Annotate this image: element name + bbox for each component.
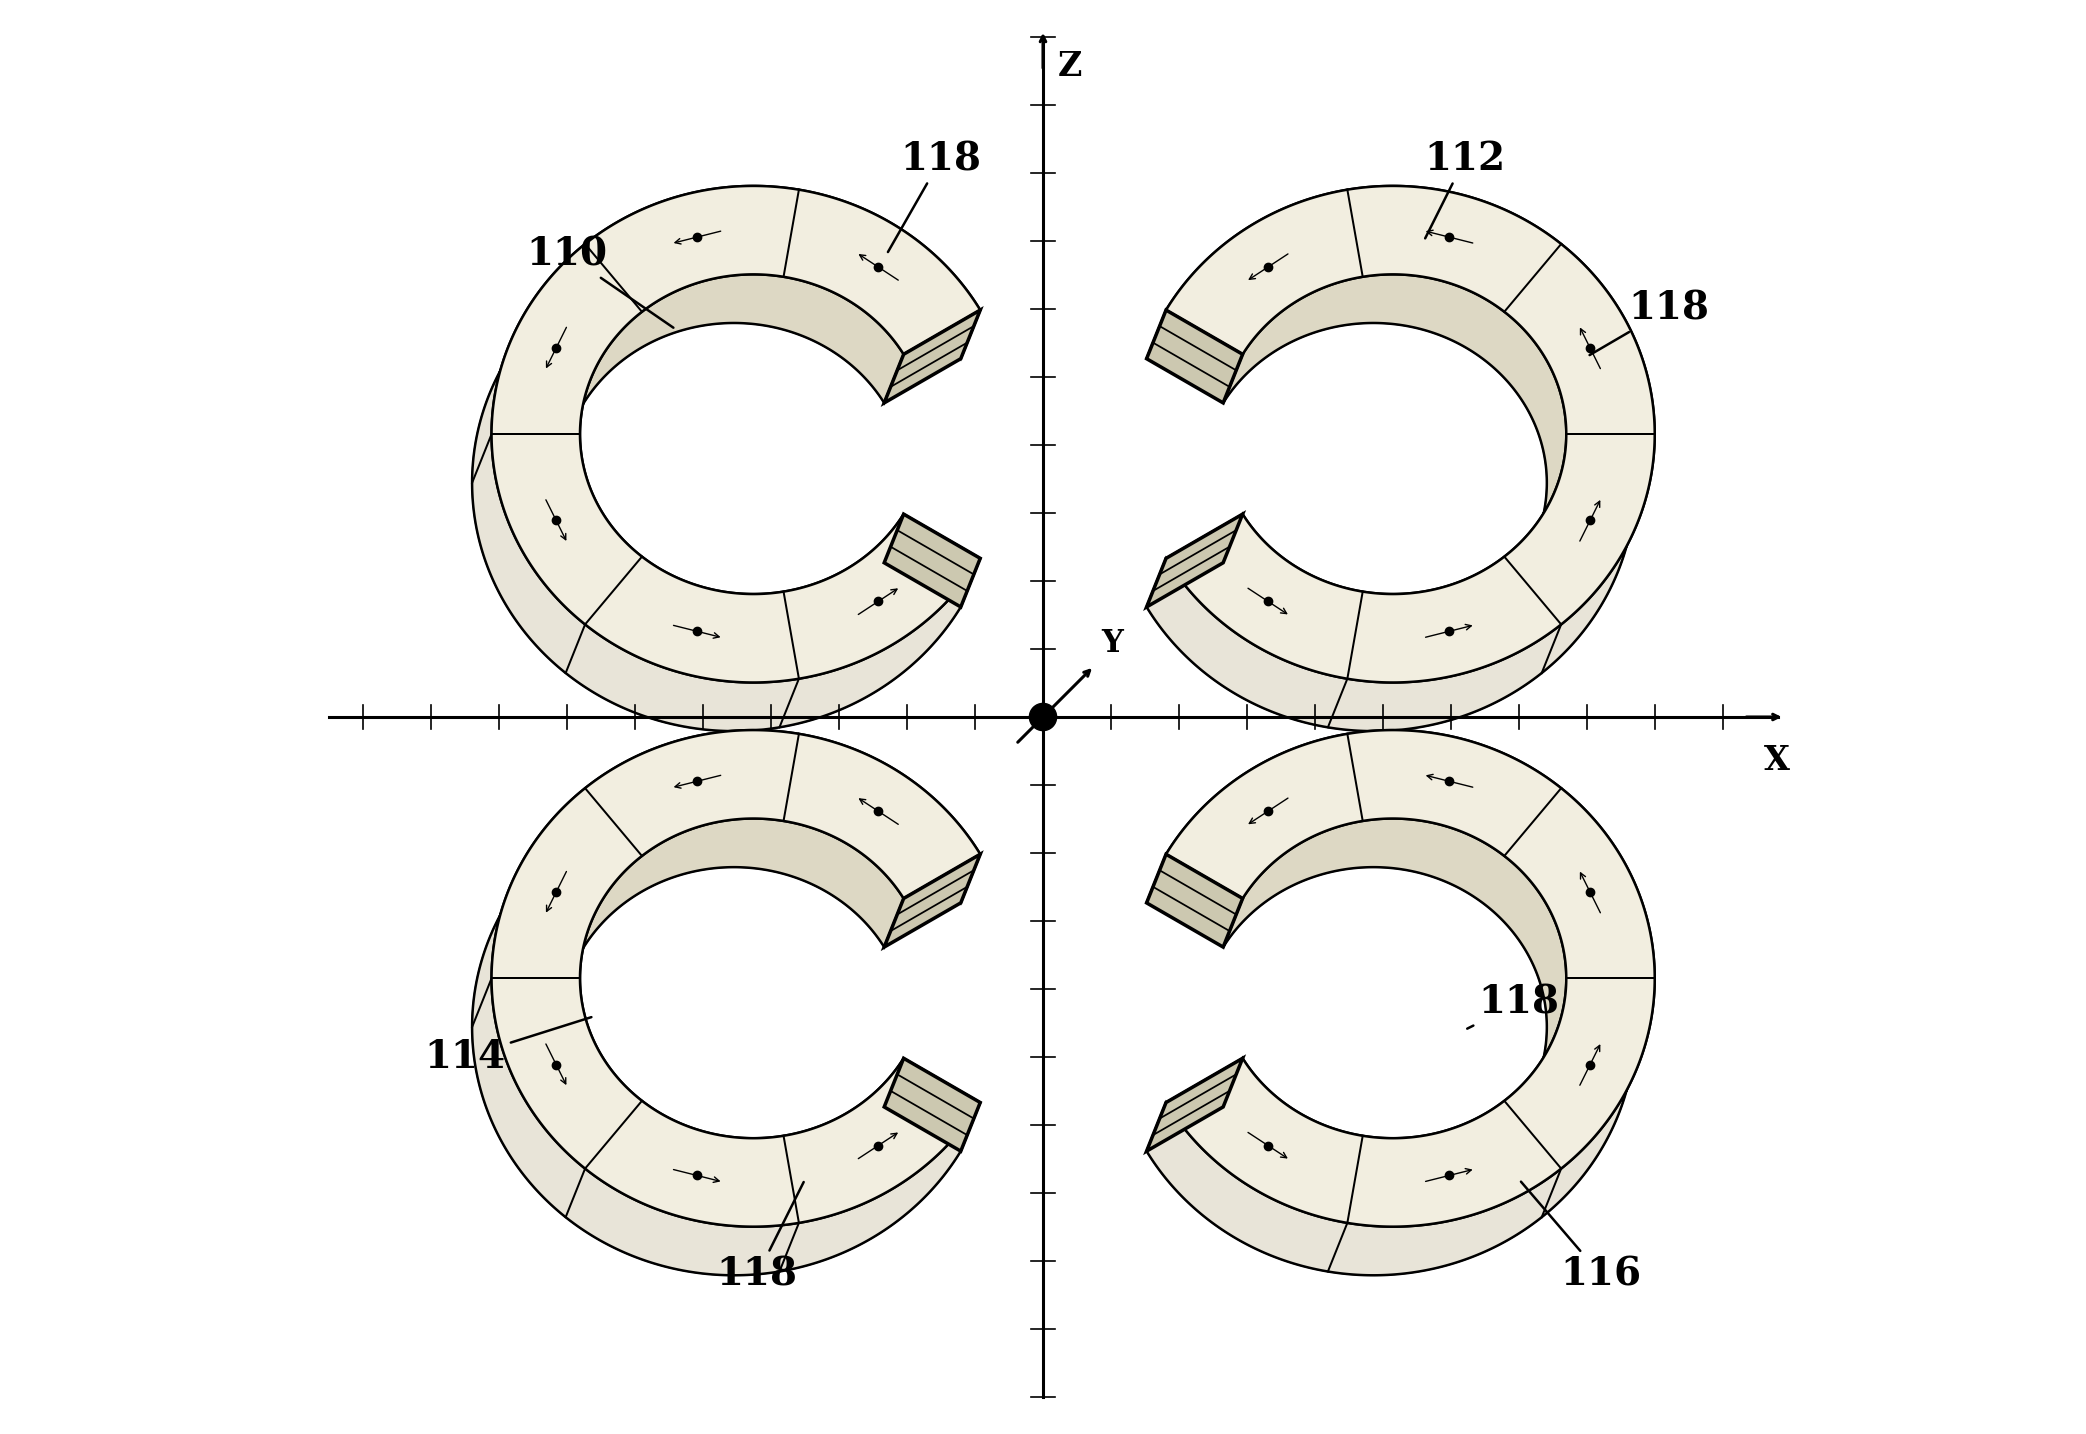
Polygon shape: [884, 855, 980, 946]
Polygon shape: [1166, 186, 1654, 683]
Text: 118: 118: [1466, 984, 1560, 1028]
Text: 118: 118: [889, 141, 983, 252]
Polygon shape: [1147, 779, 1635, 1275]
Polygon shape: [1147, 310, 1243, 403]
Polygon shape: [1166, 730, 1654, 1226]
Text: X: X: [1765, 744, 1790, 777]
Polygon shape: [1147, 1058, 1243, 1152]
Polygon shape: [1147, 855, 1243, 946]
Polygon shape: [1222, 819, 1567, 1187]
Polygon shape: [471, 779, 962, 1275]
Text: 116: 116: [1521, 1182, 1642, 1293]
Text: 118: 118: [1590, 290, 1708, 356]
Polygon shape: [1147, 235, 1635, 731]
Text: 118: 118: [718, 1182, 803, 1293]
Polygon shape: [1147, 186, 1654, 731]
Polygon shape: [471, 186, 980, 731]
Polygon shape: [884, 310, 980, 403]
Text: 110: 110: [526, 235, 674, 328]
Polygon shape: [1222, 274, 1567, 642]
Polygon shape: [884, 1058, 980, 1152]
Text: Z: Z: [1058, 50, 1083, 83]
Text: 112: 112: [1425, 141, 1506, 238]
Polygon shape: [1147, 730, 1654, 1275]
Polygon shape: [561, 274, 903, 642]
Polygon shape: [492, 730, 980, 1226]
Polygon shape: [884, 515, 980, 607]
Text: 114: 114: [423, 1017, 592, 1076]
Polygon shape: [561, 819, 903, 1187]
Text: Y: Y: [1101, 628, 1122, 660]
Polygon shape: [471, 235, 962, 731]
Polygon shape: [1147, 515, 1243, 607]
Circle shape: [1028, 704, 1058, 730]
Polygon shape: [471, 730, 980, 1275]
Polygon shape: [492, 186, 980, 683]
